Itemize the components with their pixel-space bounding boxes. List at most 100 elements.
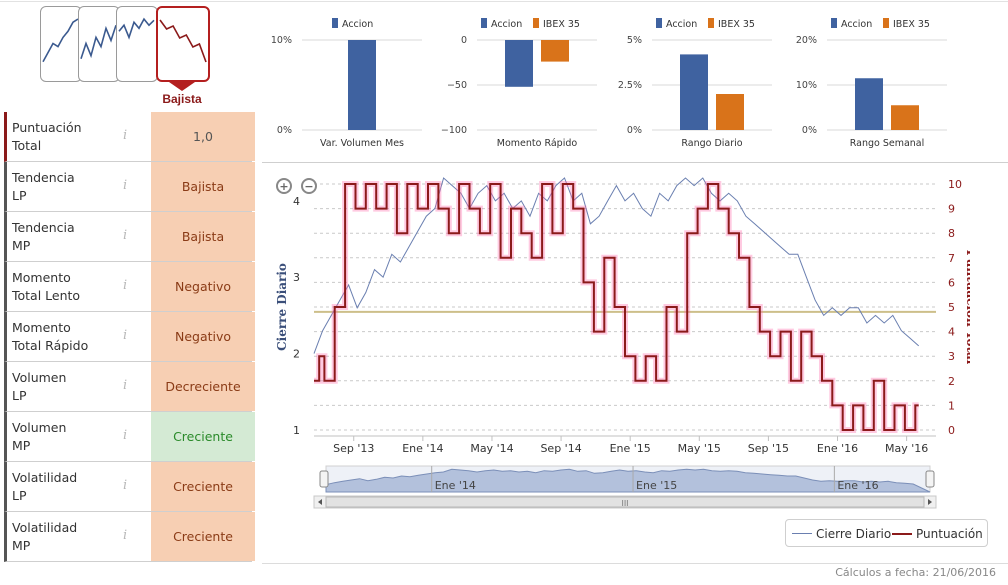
trend-card-2[interactable] bbox=[78, 6, 120, 82]
legend-swatch bbox=[708, 18, 714, 28]
x-tick-label: May '14 bbox=[470, 442, 513, 455]
bar-ibex-35 bbox=[716, 94, 744, 130]
price-line bbox=[313, 177, 920, 354]
trend-card-1[interactable] bbox=[40, 6, 82, 82]
trend-active-label: Bajista bbox=[162, 92, 202, 106]
score-row-volumen-lp: Volumen LP i Decreciente bbox=[4, 362, 255, 412]
zoom-in-symbol: + bbox=[279, 180, 288, 193]
chart-title: Momento Rápido bbox=[497, 138, 578, 149]
y-left-tick-label: 3 bbox=[293, 271, 300, 284]
navigator-area bbox=[325, 468, 931, 493]
row-label: Volumen MP bbox=[12, 420, 67, 453]
info-icon[interactable]: i bbox=[123, 428, 128, 443]
info-icon[interactable]: i bbox=[123, 228, 128, 243]
score-row-momento-rapido: Momento Total Rápido i Negativo bbox=[4, 312, 255, 362]
y-right-tick-label: 1 bbox=[948, 399, 955, 412]
y-right-tick-label: 4 bbox=[948, 326, 955, 339]
sparkline-path bbox=[80, 24, 117, 60]
info-icon[interactable]: i bbox=[123, 178, 128, 193]
scroll-left-arrow-icon bbox=[318, 499, 322, 505]
row-label: Momento Total Rápido bbox=[12, 320, 89, 353]
legend-label: IBEX 35 bbox=[543, 19, 580, 30]
score-row-puntuacion: Puntuación Total i 1,0 bbox=[4, 112, 255, 162]
info-icon[interactable]: i bbox=[123, 378, 128, 393]
legend-score-label[interactable]: Puntuación bbox=[916, 527, 983, 541]
y-right-tick-label: 8 bbox=[948, 227, 955, 240]
scrollbar-thumb bbox=[325, 496, 925, 508]
navigator-label: Ene '14 bbox=[435, 479, 476, 492]
y-tick-label: 10% bbox=[271, 35, 292, 46]
y-tick-label: 0% bbox=[277, 125, 292, 136]
info-icon[interactable]: i bbox=[123, 278, 128, 293]
legend-label: Accion bbox=[491, 19, 522, 30]
trend-card-3[interactable] bbox=[116, 6, 158, 82]
trend-card-4-sparkline bbox=[159, 19, 207, 63]
row-value: Decreciente bbox=[151, 362, 255, 411]
row-label: Puntuación Total bbox=[12, 120, 82, 153]
navigator-label: Ene '15 bbox=[636, 479, 677, 492]
info-icon[interactable]: i bbox=[123, 128, 128, 143]
x-tick-label: Sep '14 bbox=[540, 442, 581, 455]
y-tick-label: 0% bbox=[627, 125, 642, 136]
trend-pointer-icon bbox=[169, 82, 195, 91]
footer-calc-date: Cálculos a fecha: 21/06/2016 bbox=[835, 566, 996, 579]
trend-card-2-sparkline bbox=[80, 24, 117, 60]
score-row-tendencia-mp: Tendencia MP i Bajista bbox=[4, 212, 255, 262]
chart-title: Rango Diario bbox=[681, 138, 742, 149]
y-right-tick-label: 3 bbox=[948, 350, 955, 363]
bar-accion bbox=[348, 40, 376, 130]
y-right-tick-label: 10 bbox=[948, 178, 962, 191]
legend-price-swatch bbox=[792, 533, 812, 534]
row-value: Creciente bbox=[151, 462, 255, 511]
scrollbar-grip-icon: III bbox=[621, 499, 628, 508]
row-value: Creciente bbox=[151, 412, 255, 461]
row-value: Bajista bbox=[151, 212, 255, 261]
legend-swatch bbox=[481, 18, 487, 28]
y-tick-label: 0 bbox=[461, 35, 467, 46]
score-table: Puntuación Total i 1,0 Tendencia LP i Baji… bbox=[4, 112, 255, 562]
info-icon[interactable]: i bbox=[123, 478, 128, 493]
var-volumen-mes-chart: Accion 0% 10% Var. Volumen Mes bbox=[271, 18, 422, 149]
legend-price-label[interactable]: Cierre Diario bbox=[816, 527, 892, 541]
score-row-momento-lento: Momento Total Lento i Negativo bbox=[4, 262, 255, 312]
legend-swatch bbox=[656, 18, 662, 28]
y-tick-label: 10% bbox=[796, 80, 817, 91]
legend-swatch bbox=[883, 18, 889, 28]
y-right-tick-label: 6 bbox=[948, 276, 955, 289]
info-icon[interactable]: i bbox=[123, 528, 128, 543]
row-value: Creciente bbox=[151, 512, 255, 561]
bar-ibex-35 bbox=[541, 40, 569, 62]
legend-swatch bbox=[533, 18, 539, 28]
y-right-tick-label: 5 bbox=[948, 301, 955, 314]
x-tick-label: Ene '14 bbox=[402, 442, 443, 455]
row-label: Volatilidad LP bbox=[12, 470, 78, 503]
y-left-tick-label: 4 bbox=[293, 195, 300, 208]
trend-card-1-sparkline bbox=[42, 18, 79, 63]
trend-card-4[interactable] bbox=[156, 6, 210, 82]
sparkline-path bbox=[159, 19, 207, 63]
trend-selector: Bajista bbox=[40, 6, 212, 108]
navigator-label: Ene '16 bbox=[837, 479, 878, 492]
sparkline-path bbox=[118, 17, 155, 40]
row-label: Tendencia MP bbox=[12, 220, 75, 253]
legend-swatch bbox=[332, 18, 338, 28]
zoom-out-icon bbox=[301, 178, 317, 194]
score-row-tendencia-lp: Tendencia LP i Bajista bbox=[4, 162, 255, 212]
y-tick-label: 5% bbox=[627, 35, 642, 46]
zoom-out-symbol: − bbox=[304, 180, 313, 193]
bar-accion bbox=[680, 54, 708, 130]
y-tick-label: −50 bbox=[447, 80, 467, 91]
y-right-tick-label: 9 bbox=[948, 203, 955, 216]
x-tick-label: Ene '15 bbox=[610, 442, 651, 455]
legend-score-swatch bbox=[892, 533, 912, 535]
row-value: Negativo bbox=[151, 262, 255, 311]
score-line bbox=[314, 183, 919, 431]
y-left-axis-title: Cierre Diario bbox=[275, 263, 289, 351]
info-icon[interactable]: i bbox=[123, 328, 128, 343]
sparkline-path bbox=[42, 18, 79, 63]
legend-swatch bbox=[831, 18, 837, 28]
x-tick-label: Ene '16 bbox=[817, 442, 858, 455]
row-label: Volumen LP bbox=[12, 370, 67, 403]
y-left-tick-label: 2 bbox=[293, 348, 300, 361]
row-value: Negativo bbox=[151, 312, 255, 361]
